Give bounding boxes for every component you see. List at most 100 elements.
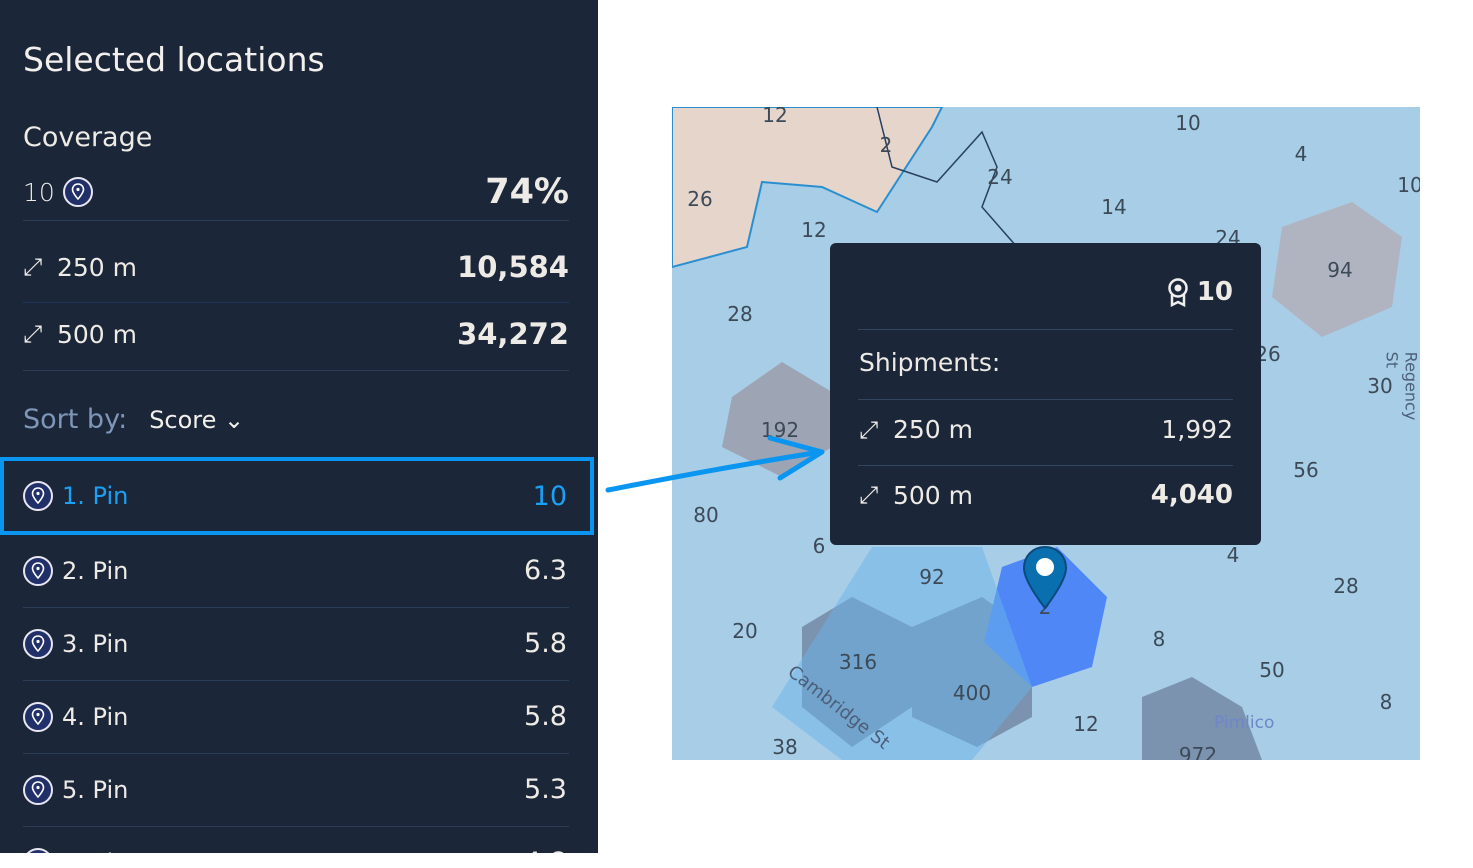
radius-value: 1,992 bbox=[1161, 415, 1233, 444]
hex-count-label: 56 bbox=[1293, 458, 1319, 482]
hex-count-label: 92 bbox=[919, 565, 945, 589]
item-score: 4.8 bbox=[524, 847, 567, 868]
divider bbox=[858, 399, 1233, 400]
station-label: Pimlico bbox=[1214, 713, 1275, 733]
hex-count-label: 50 bbox=[1259, 658, 1285, 682]
hex-count-label: 972 bbox=[1178, 743, 1218, 760]
item-label: 3. Pin bbox=[62, 629, 129, 658]
street-label: Regency St bbox=[1382, 351, 1420, 421]
hex-count-label: 28 bbox=[727, 302, 753, 326]
selected-locations-panel: Selected locations Coverage 10 74% ⤢ 250 … bbox=[0, 0, 598, 868]
expand-arrows-icon: ⤢ bbox=[23, 320, 43, 348]
divider bbox=[23, 607, 569, 608]
pin-icon bbox=[23, 701, 53, 732]
chevron-down-icon: ⌄ bbox=[224, 405, 245, 434]
hex-count-label: 10 bbox=[1397, 173, 1420, 197]
item-score: 5.8 bbox=[524, 701, 567, 732]
radius-label: 250 m bbox=[893, 415, 974, 444]
hex-count-label: 30 bbox=[1367, 374, 1393, 398]
boundary-line bbox=[876, 107, 1018, 248]
divider bbox=[23, 370, 569, 371]
hex-count-label: 192 bbox=[760, 418, 800, 442]
expand-arrows-icon: ⤢ bbox=[859, 415, 879, 444]
pin-icon bbox=[23, 628, 53, 659]
hex-count-label: 12 bbox=[1073, 712, 1099, 736]
divider bbox=[858, 329, 1233, 330]
radius-label: 500 m bbox=[57, 319, 138, 349]
hex-grid bbox=[672, 107, 1402, 760]
sort-value: Score bbox=[149, 405, 217, 434]
location-list-item[interactable]: 2. Pin 6.3 bbox=[0, 534, 594, 607]
hex-count-label: 400 bbox=[952, 681, 992, 705]
panel-title: Selected locations bbox=[23, 40, 325, 79]
pin-icon bbox=[23, 555, 53, 586]
award-icon bbox=[1168, 278, 1188, 307]
hex-count-label: 20 bbox=[732, 619, 758, 643]
hex-count-label: 12 bbox=[801, 218, 827, 242]
hex-count-label: 6 bbox=[812, 534, 826, 558]
item-label: 5. Pin bbox=[62, 775, 129, 804]
item-score: 10 bbox=[532, 480, 567, 512]
callout-arrow bbox=[605, 435, 825, 493]
item-label: 1. Pin bbox=[62, 482, 129, 510]
location-list-item[interactable]: 5. Pin 5.3 bbox=[0, 753, 594, 826]
hex-count-label: 38 bbox=[772, 735, 798, 759]
item-label: 2. Pin bbox=[62, 556, 129, 585]
coverage-boundary bbox=[672, 107, 944, 269]
location-list-item[interactable]: 3. Pin 5.8 bbox=[0, 607, 594, 680]
radius-value: 4,040 bbox=[1150, 480, 1233, 510]
coverage-heading: Coverage bbox=[23, 122, 153, 153]
hex-count-label: 26 bbox=[687, 187, 713, 211]
radius-label: 500 m bbox=[893, 480, 974, 510]
hex-count-label: 94 bbox=[1327, 258, 1353, 282]
location-tooltip: 10 Shipments: ⤢ 250 m 1,992 ⤢ 500 m 4,040 bbox=[830, 243, 1261, 545]
sort-dropdown[interactable]: Score ⌄ bbox=[149, 406, 244, 434]
pin-icon bbox=[62, 177, 93, 207]
expand-arrows-icon: ⤢ bbox=[859, 481, 879, 509]
hex-count-label: 8 bbox=[1379, 690, 1393, 714]
hex-count-label: 12 bbox=[762, 107, 788, 127]
divider bbox=[23, 220, 569, 221]
hex-count-label: 4 bbox=[1294, 142, 1308, 166]
radius-row-250: ⤢ 250 m 10,584 bbox=[23, 250, 569, 284]
coverage-percent: 74% bbox=[485, 172, 569, 212]
hex-count-label: 4 bbox=[1226, 543, 1240, 567]
radius-label: 250 m bbox=[57, 252, 138, 282]
hex-count-label: 80 bbox=[693, 503, 719, 527]
hex-count-label: 316 bbox=[838, 650, 878, 674]
radius-row-500: ⤢ 500 m 34,272 bbox=[23, 317, 569, 351]
divider bbox=[23, 680, 569, 681]
tooltip-heading: Shipments: bbox=[859, 348, 1001, 377]
pin-count: 10 bbox=[23, 177, 55, 207]
hex-count-label: 8 bbox=[1152, 627, 1166, 651]
divider bbox=[858, 465, 1233, 466]
map-pin-icon[interactable] bbox=[1020, 544, 1070, 614]
sort-control: Sort by: Score ⌄ bbox=[23, 404, 244, 435]
pin-icon bbox=[23, 847, 53, 853]
location-list-item[interactable]: 4. Pin 5.8 bbox=[0, 680, 594, 753]
map[interactable]: 12 2 10 4 10 26 24 14 12 24 94 28 26 30 192 56 80 6 4 92 28 2… bbox=[672, 107, 1420, 760]
item-label: 6. Pin bbox=[62, 848, 129, 868]
sort-label: Sort by: bbox=[23, 404, 128, 435]
hex-cell bbox=[1272, 202, 1402, 337]
divider bbox=[23, 826, 569, 827]
hex-count-label: 28 bbox=[1333, 574, 1359, 598]
hex-count-label: 14 bbox=[1101, 195, 1127, 219]
score-value: 10 bbox=[1196, 277, 1233, 307]
hex-cell bbox=[772, 547, 1032, 760]
item-label: 4. Pin bbox=[62, 702, 129, 731]
tooltip-score: 10 bbox=[1167, 277, 1233, 307]
item-score: 5.3 bbox=[524, 774, 567, 805]
hex-count-label: 24 bbox=[987, 165, 1013, 189]
pin-icon bbox=[23, 774, 53, 805]
expand-arrows-icon: ⤢ bbox=[23, 253, 43, 281]
tooltip-row-500: ⤢ 500 m 4,040 bbox=[859, 480, 1233, 510]
location-list-item[interactable]: 6. Pin 4.8 bbox=[0, 826, 594, 868]
hex-count-label: 2 bbox=[879, 133, 893, 157]
tooltip-row-250: ⤢ 250 m 1,992 bbox=[859, 415, 1233, 444]
radius-value: 34,272 bbox=[457, 317, 569, 351]
hex-zone-outside bbox=[672, 107, 942, 267]
location-list-item[interactable]: 1. Pin 10 bbox=[0, 457, 594, 535]
radius-value: 10,584 bbox=[457, 250, 569, 284]
item-score: 6.3 bbox=[524, 555, 567, 586]
